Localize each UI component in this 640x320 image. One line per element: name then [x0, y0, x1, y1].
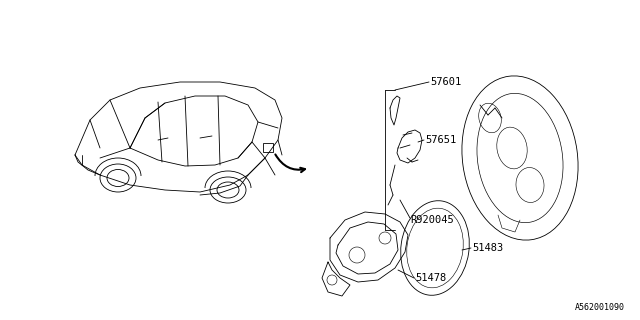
- Bar: [263, 143, 273, 152]
- FancyArrowPatch shape: [275, 155, 305, 172]
- Text: 57601: 57601: [430, 77, 461, 87]
- Text: 57651: 57651: [425, 135, 456, 145]
- Text: 51483: 51483: [472, 243, 503, 253]
- Text: A562001090: A562001090: [575, 303, 625, 312]
- Text: R920045: R920045: [410, 215, 454, 225]
- Text: 51478: 51478: [415, 273, 446, 283]
